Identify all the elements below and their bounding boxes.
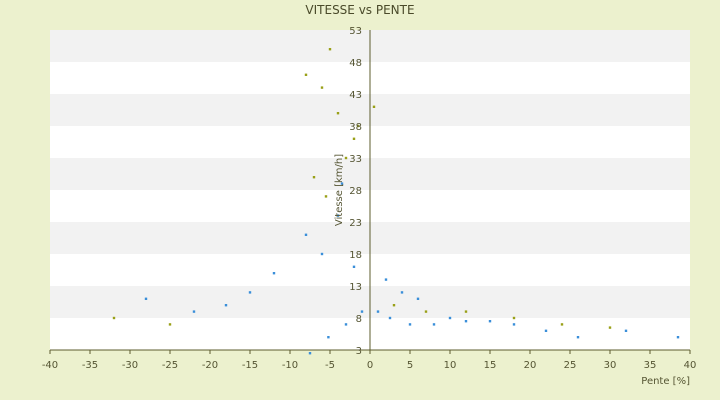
data-point <box>168 323 172 326</box>
x-tick-label: 20 <box>524 360 537 371</box>
data-point <box>372 105 376 108</box>
data-point <box>512 323 516 326</box>
y-tick-label: 43 <box>349 90 362 101</box>
data-point <box>336 112 340 115</box>
data-point <box>388 316 392 320</box>
data-point <box>356 124 360 128</box>
data-point <box>336 214 340 217</box>
data-points <box>112 48 680 355</box>
data-point <box>312 176 316 179</box>
data-point <box>544 329 548 332</box>
y-tick-label: 53 <box>349 26 362 37</box>
data-point <box>448 316 452 320</box>
x-tick-label: 40 <box>684 360 697 371</box>
tick-labels: -40 -35 -30 -25 -20 -15 -10 -5 0 5 10 15 20 25 30 35 40 3… <box>42 26 697 371</box>
x-tick-label: 5 <box>407 360 413 371</box>
data-point <box>464 310 468 313</box>
x-tick-label: 15 <box>484 360 497 371</box>
data-point <box>320 86 324 89</box>
x-tick-label: -5 <box>325 360 335 371</box>
data-point <box>424 310 428 313</box>
data-point <box>392 304 396 307</box>
y-tick-label: 23 <box>349 218 362 229</box>
data-point <box>408 323 412 326</box>
x-tick-label: -35 <box>82 360 98 371</box>
data-point <box>464 320 468 323</box>
y-tick-label: 38 <box>349 122 362 133</box>
x-tick-label: 25 <box>564 360 577 371</box>
data-point <box>304 233 308 236</box>
data-point <box>352 137 356 140</box>
x-tick-label: -40 <box>42 360 58 371</box>
data-point <box>488 320 492 323</box>
data-point <box>352 265 356 268</box>
data-point <box>112 316 116 320</box>
data-point <box>384 278 388 281</box>
data-point <box>324 195 328 198</box>
data-point <box>400 291 404 294</box>
data-point <box>304 73 308 76</box>
data-point <box>248 291 252 294</box>
data-point <box>624 329 628 332</box>
data-point <box>327 336 330 339</box>
data-point <box>344 156 348 160</box>
data-point <box>376 310 380 313</box>
data-point <box>512 316 516 320</box>
x-tick-label: -15 <box>242 360 258 371</box>
x-axis-label: Pente [%] <box>641 376 690 387</box>
chart-title: VITESSE vs PENTE <box>305 3 414 17</box>
data-point <box>576 336 580 339</box>
x-tick-label: 10 <box>444 360 457 371</box>
x-tick-label: -20 <box>202 360 218 371</box>
x-tick-label: 35 <box>644 360 657 371</box>
y-tick-label: 8 <box>356 314 362 325</box>
data-point <box>432 323 436 326</box>
data-point <box>608 326 612 329</box>
data-point <box>416 297 420 300</box>
axes <box>49 30 691 354</box>
y-tick-label: 18 <box>349 250 362 261</box>
y-tick-label: 28 <box>349 186 362 197</box>
data-point <box>192 310 196 313</box>
data-point <box>144 297 148 300</box>
y-tick-label: 33 <box>349 154 362 165</box>
data-point <box>676 336 680 339</box>
x-tick-label: 0 <box>367 360 373 371</box>
y-tick-label: 48 <box>349 58 362 69</box>
data-point <box>224 304 228 307</box>
data-point <box>560 323 564 326</box>
data-point <box>340 182 344 185</box>
data-point <box>308 352 312 355</box>
y-tick-label: 13 <box>349 282 362 293</box>
data-point <box>320 252 324 256</box>
x-tick-label: -30 <box>122 360 138 371</box>
y-tick-label: 3 <box>356 346 362 357</box>
data-point <box>360 310 364 313</box>
y-axis-label: Vitesse [km/h] <box>334 154 345 226</box>
x-tick-label: -25 <box>162 360 178 371</box>
x-tick-label: -10 <box>282 360 298 371</box>
data-point <box>328 48 332 51</box>
data-point <box>272 272 276 275</box>
x-tick-label: 30 <box>604 360 617 371</box>
data-point <box>344 323 348 326</box>
